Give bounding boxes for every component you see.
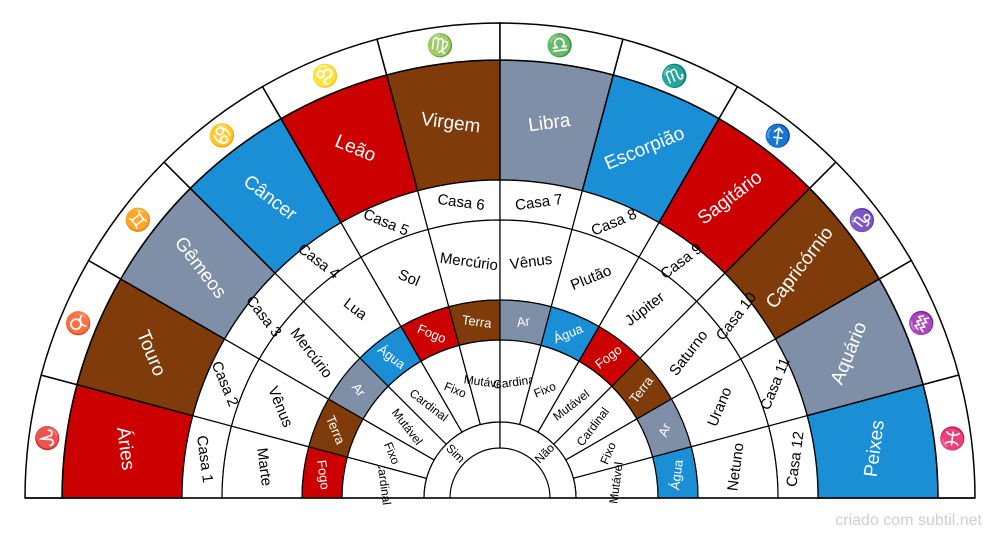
element-label: Água: [667, 458, 686, 491]
house-label: Casa 6: [436, 191, 485, 214]
element-label: Ar: [516, 313, 532, 330]
zodiac-symbol-icon: ♎: [544, 31, 574, 59]
planet-label: Marte: [253, 447, 275, 487]
element-label: Fogo: [314, 459, 333, 490]
element-label: Ar: [655, 420, 674, 438]
house-label: Casa 1: [193, 434, 216, 483]
quality-label: Mutável: [463, 372, 506, 391]
credit-text: criado com subtil.net: [835, 512, 982, 529]
quality-label: Cardinal: [374, 460, 394, 506]
quality-label: Mutável: [606, 461, 625, 504]
zodiac-symbol-icon: ♓: [938, 423, 966, 453]
zodiac-symbol-icon: ♍: [425, 31, 455, 59]
element-label: Terra: [461, 312, 493, 331]
planet-label: Netuno: [724, 442, 747, 492]
zodiac-symbol-icon: ♈: [33, 423, 61, 453]
planet-label: Vênus: [509, 251, 553, 273]
quality-label: Cardinal: [492, 372, 538, 392]
house-label: Casa 7: [514, 191, 563, 214]
